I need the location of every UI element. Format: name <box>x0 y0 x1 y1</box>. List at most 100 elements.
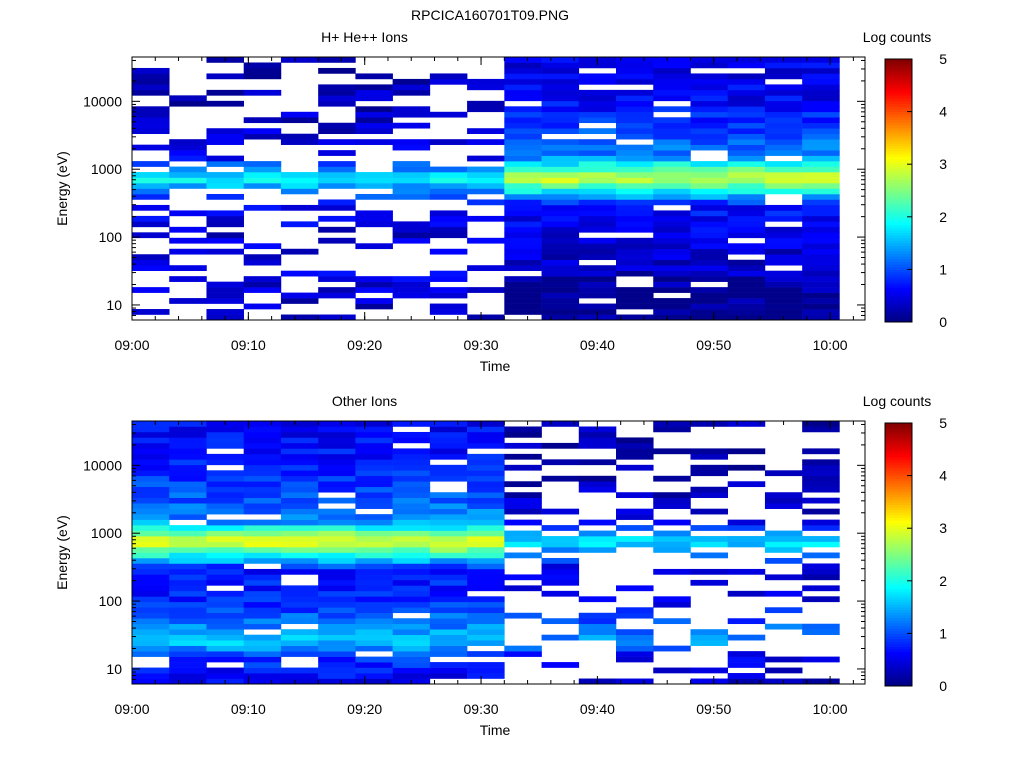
heatmap-cell <box>616 259 654 266</box>
colorbar-segment <box>885 570 912 574</box>
heatmap-cell <box>132 612 170 619</box>
colorbar-segment <box>885 680 912 684</box>
colorbar-segment <box>885 572 912 576</box>
heatmap-cell <box>616 640 654 646</box>
heatmap-cell <box>318 95 356 102</box>
page-title: RPCICA160701T09.PNG <box>411 7 569 23</box>
heatmap-cell <box>541 199 580 206</box>
colorbar-segment <box>885 517 912 521</box>
colorbar-tick-label: 1 <box>939 625 947 641</box>
y-tick-label: 10000 <box>83 93 122 109</box>
heatmap-cell <box>429 172 468 178</box>
heatmap-cell <box>653 73 691 80</box>
heatmap-cell <box>541 100 580 107</box>
heatmap-cell <box>280 448 319 455</box>
heatmap-cell <box>169 525 207 531</box>
heatmap-cell <box>243 470 282 477</box>
heatmap-cell <box>541 421 580 427</box>
colorbar-segment <box>885 314 912 318</box>
colorbar-segment <box>885 428 912 432</box>
colorbar-segment <box>885 127 912 131</box>
heatmap-cell <box>169 645 207 652</box>
heatmap-cell <box>504 508 542 515</box>
heatmap-cell <box>169 155 207 162</box>
colorbar-segment <box>885 643 912 647</box>
heatmap-cell <box>318 426 356 433</box>
colorbar-segment <box>885 620 912 624</box>
heatmap-cell <box>541 459 580 466</box>
heatmap-cell <box>764 557 803 564</box>
heatmap-cell <box>280 601 319 608</box>
heatmap-cell <box>243 612 282 619</box>
heatmap-cell <box>243 421 282 427</box>
heatmap-cell <box>616 629 654 635</box>
heatmap-cell <box>802 678 840 685</box>
heatmap-cell <box>504 541 542 548</box>
heatmap-cell <box>727 265 766 271</box>
heatmap-cell <box>392 232 431 239</box>
heatmap-cell <box>318 226 356 233</box>
colorbar-segment <box>885 512 912 516</box>
colorbar-segment <box>885 530 912 534</box>
heatmap-cell <box>764 530 803 537</box>
heatmap-cell <box>429 221 468 228</box>
heatmap-cell <box>318 618 356 625</box>
heatmap-cell <box>504 281 542 288</box>
heatmap-cell <box>355 623 393 630</box>
heatmap-cell <box>727 150 766 156</box>
heatmap-cell <box>243 536 282 542</box>
heatmap-cell <box>541 579 580 586</box>
heatmap-cell <box>132 557 170 564</box>
heatmap-cell <box>578 78 617 85</box>
heatmap-cell <box>541 150 580 156</box>
heatmap-cell <box>429 437 468 444</box>
heatmap-cell <box>280 503 319 509</box>
heatmap-cell <box>690 287 729 293</box>
heatmap-cell <box>355 612 393 619</box>
heatmap-cell <box>467 188 505 195</box>
heatmap-cell <box>653 237 691 244</box>
heatmap-cell <box>318 662 356 668</box>
heatmap-cell <box>132 426 170 433</box>
heatmap-cell <box>802 177 840 184</box>
heatmap-cell <box>467 596 505 603</box>
heatmap-cell <box>206 541 244 548</box>
heatmap-cell <box>727 651 766 657</box>
heatmap-cell <box>727 618 766 625</box>
heatmap-cell <box>802 226 840 233</box>
heatmap-cell <box>690 122 729 129</box>
heatmap-cell <box>653 232 691 239</box>
heatmap-cell <box>690 259 729 266</box>
heatmap-cell <box>504 298 542 304</box>
heatmap-cell <box>132 106 170 113</box>
heatmap-cell <box>206 563 244 570</box>
colorbar-segment <box>885 61 912 65</box>
colorbar-segment <box>885 457 912 461</box>
heatmap-cell <box>169 183 207 189</box>
heatmap-cell <box>653 448 691 455</box>
heatmap-cell <box>280 459 319 466</box>
heatmap-cell <box>355 431 393 438</box>
colorbar-tick-label: 2 <box>939 573 947 589</box>
colorbar-segment <box>885 657 912 661</box>
x-tick-label: 09:50 <box>696 337 731 353</box>
heatmap-cell <box>280 172 319 178</box>
heatmap-cell <box>504 453 542 460</box>
heatmap-cell <box>318 122 356 129</box>
colorbar-segment <box>885 143 912 147</box>
heatmap-cell <box>727 183 766 189</box>
colorbar-segment <box>885 224 912 228</box>
heatmap-cell <box>504 431 542 438</box>
colorbar-segment <box>885 195 912 199</box>
heatmap-cell <box>578 155 617 162</box>
heatmap-cell <box>243 503 282 509</box>
heatmap-cell <box>802 67 840 74</box>
heatmap-cell <box>132 579 170 586</box>
heatmap-cell <box>355 514 393 520</box>
plot-frame <box>131 420 866 685</box>
heatmap-cell <box>132 596 170 603</box>
heatmap-cell <box>243 645 282 652</box>
heatmap-cell <box>132 508 170 515</box>
heatmap-cell <box>206 574 244 581</box>
heatmap-cell <box>616 612 654 619</box>
